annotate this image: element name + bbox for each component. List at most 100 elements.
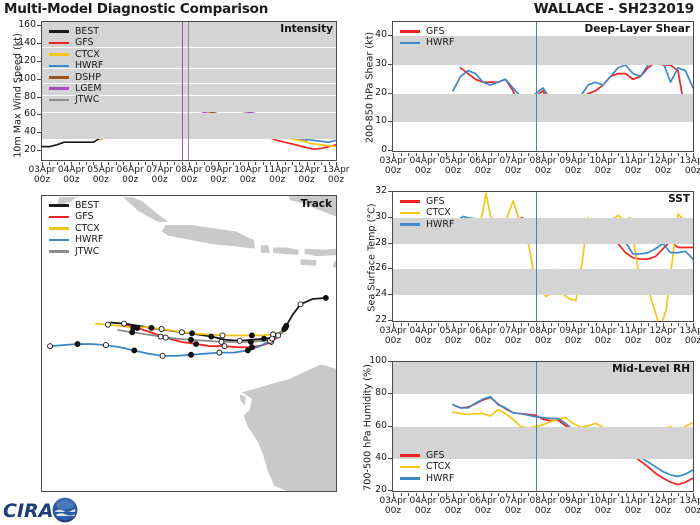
x-tick-label: 03Apr 00z [379, 496, 407, 516]
x-tick-mark [423, 323, 424, 327]
storm-identifier: WALLACE - SH232019 [533, 1, 695, 17]
x-tick-mark [468, 493, 469, 496]
x-tick-mark [56, 162, 58, 165]
x-tick-mark [93, 162, 95, 165]
current-time-line [535, 192, 537, 321]
x-tick-mark [415, 493, 417, 496]
x-tick-mark [137, 162, 139, 165]
x-tick-mark [610, 493, 612, 496]
x-tick-mark [655, 323, 657, 326]
x-tick-mark [152, 162, 154, 165]
y-tick-label: 80 [24, 90, 36, 102]
x-tick-label: 07Apr 00z [499, 326, 527, 346]
legend-entry: CTCX [400, 207, 454, 218]
track-marker [47, 343, 54, 350]
x-tick-label: 05Apr 00z [439, 496, 467, 516]
y-tick-mark [37, 25, 41, 27]
x-tick-mark [159, 162, 161, 166]
x-tick-mark [415, 323, 417, 326]
x-tick-label: 05Apr 00z [439, 326, 467, 346]
legend-entry: GFS [49, 37, 103, 48]
x-tick-label: 10Apr 00z [589, 326, 617, 346]
x-tick-mark [100, 162, 102, 166]
track-marker [269, 335, 276, 342]
legend-label: GFS [426, 449, 445, 461]
legend-label: HWRF [75, 60, 104, 72]
y-tick-mark [37, 61, 41, 63]
x-tick-label: 12Apr 00z [649, 496, 677, 516]
x-tick-label: 07Apr 00z [499, 496, 527, 516]
legend-swatch-ctcx [49, 53, 69, 56]
x-tick-mark [269, 162, 271, 165]
x-tick-mark [633, 323, 634, 327]
x-tick-mark [445, 323, 447, 326]
x-tick-label: 10Apr 00z [589, 496, 617, 516]
x-tick-mark [166, 162, 168, 165]
x-tick-mark [400, 153, 402, 156]
y-tick-mark [388, 294, 392, 296]
x-tick-mark [588, 153, 589, 156]
shear-plot-area: Deep-Layer Shear GFS HWRF [392, 21, 694, 152]
x-tick-label: 08Apr 00z [175, 165, 203, 185]
x-tick-mark [595, 493, 597, 496]
cira-logo-graphic: CIRA [3, 497, 78, 523]
legend-label: LGEM [75, 82, 102, 94]
x-tick-mark [603, 153, 604, 157]
y-tick-label: 30 [375, 210, 387, 222]
y-tick-label: 32 [375, 185, 387, 196]
rh-plot-area: Mid-Level RH GFS CTCX HWRF [392, 361, 694, 492]
track-marker [148, 324, 155, 331]
x-tick-mark [284, 162, 286, 165]
x-tick-mark [550, 493, 552, 496]
x-tick-mark [336, 162, 337, 166]
y-tick-label: 120 [18, 55, 36, 67]
legend-label: CTCX [75, 48, 100, 60]
x-tick-mark [400, 493, 402, 496]
x-tick-mark [445, 493, 447, 496]
x-tick-mark [144, 162, 146, 165]
track-marker [188, 336, 194, 343]
x-tick-mark [445, 153, 447, 156]
x-tick-mark [460, 493, 462, 496]
legend-entry: GFS [400, 450, 454, 461]
y-tick-mark [388, 490, 392, 491]
sumba-landmass [300, 259, 317, 266]
x-tick-mark [685, 493, 687, 496]
track-marker [158, 326, 165, 332]
y-tick-mark [388, 35, 392, 37]
shear-corner-label: Deep-Layer Shear [584, 23, 690, 35]
x-tick-label: 11Apr 00z [619, 326, 647, 346]
x-tick-mark [543, 153, 544, 157]
x-tick-mark [438, 323, 439, 326]
legend-swatch-hwrf [400, 477, 420, 480]
y-tick-label: 40 [375, 451, 387, 463]
x-tick-mark [505, 153, 507, 156]
x-tick-mark [498, 493, 499, 496]
y-tick-label: 0 [381, 144, 387, 155]
x-tick-label: 03Apr 00z [379, 156, 407, 176]
legend-swatch-hwrf [49, 64, 69, 68]
x-tick-mark [550, 323, 552, 326]
track-marker [322, 294, 329, 301]
x-tick-label: 12Apr 00z [649, 156, 677, 176]
x-tick-mark [408, 493, 409, 496]
shaded-band [42, 22, 336, 47]
x-tick-mark [573, 153, 574, 157]
legend-swatch-ctcx [400, 465, 420, 469]
svg-text:CIRA: CIRA [3, 500, 53, 522]
x-tick-mark [663, 153, 664, 157]
legend-swatch-ctcx [49, 227, 69, 230]
y-tick-mark [388, 242, 392, 244]
page-title: Multi-Model Diagnostic Comparison [4, 1, 269, 17]
track-marker [216, 349, 223, 356]
x-tick-mark [693, 323, 694, 327]
x-tick-mark [640, 153, 642, 156]
x-tick-mark [483, 323, 484, 327]
track-map-area[interactable]: Track BEST GFS CTCX HWRF JTWC [41, 195, 337, 492]
x-tick-mark [573, 493, 574, 497]
legend-label: JTWC [75, 94, 100, 106]
x-tick-mark [543, 323, 544, 327]
exmouth-peninsula [239, 394, 246, 406]
y-tick-label: 26 [375, 262, 387, 274]
